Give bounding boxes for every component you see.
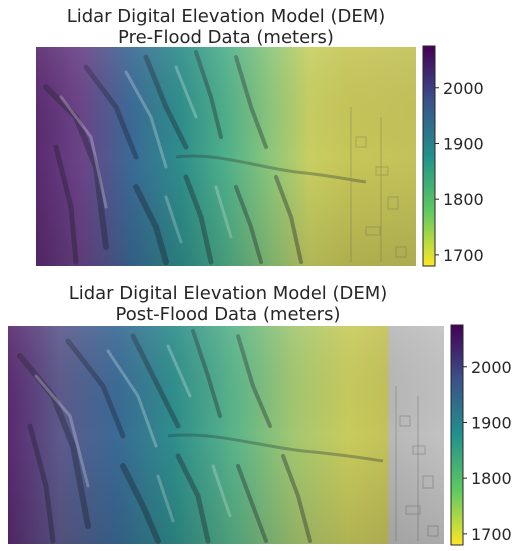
colorbar-tick-label: 1900	[471, 413, 512, 432]
colorbar-gradient	[450, 324, 464, 546]
colorbar-gradient	[422, 45, 436, 267]
colorbar-tick-label: 1700	[443, 246, 484, 265]
chart2-map	[8, 326, 444, 544]
colorbar-tick-label: 2000	[443, 79, 484, 98]
chart1-map	[36, 47, 416, 266]
colorbar-tick-label: 1800	[471, 469, 512, 488]
chart2-title: Lidar Digital Elevation Model (DEM) Post…	[8, 283, 448, 325]
chart2-title-line1: Lidar Digital Elevation Model (DEM)	[68, 283, 388, 304]
colorbar-tick-label: 1700	[471, 525, 512, 544]
chart2-title-line2: Post-Flood Data (meters)	[115, 304, 341, 325]
chart2-colorbar: 1700 1800 1900 2000	[450, 324, 512, 546]
chart1-colorbar: 1700 1800 1900 2000	[422, 45, 484, 267]
colorbar-tick-label: 1800	[443, 190, 484, 209]
chart1-title: Lidar Digital Elevation Model (DEM) Pre-…	[36, 6, 416, 48]
colorbar-tick-label: 1900	[443, 134, 484, 153]
chart1-title-line1: Lidar Digital Elevation Model (DEM)	[66, 6, 386, 27]
chart1-title-line2: Pre-Flood Data (meters)	[118, 27, 334, 48]
colorbar-tick-label: 2000	[471, 358, 512, 377]
